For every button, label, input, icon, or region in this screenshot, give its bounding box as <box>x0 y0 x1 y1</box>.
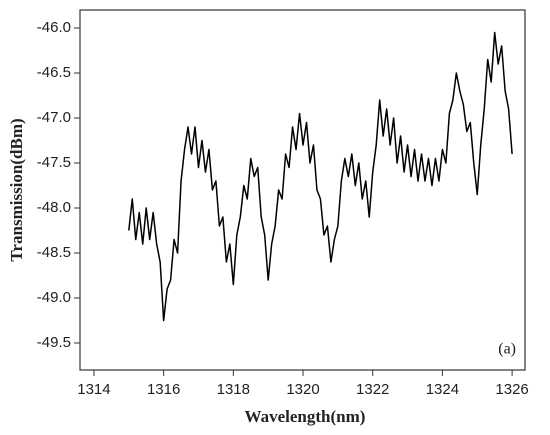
y-tick-label: -49.0 <box>37 289 71 306</box>
x-tick-label: 1324 <box>426 381 459 398</box>
x-tick-label: 1318 <box>217 381 250 398</box>
annotation: (a) <box>498 341 516 358</box>
x-tick-label: 1314 <box>77 381 110 398</box>
x-tick-label: 1326 <box>495 381 528 398</box>
y-axis-label: Transmission(dBm) <box>7 118 26 261</box>
data-line <box>128 31 513 322</box>
y-tick-label: -46.0 <box>37 19 71 36</box>
y-tick-label: -47.5 <box>37 154 71 171</box>
plot-frame <box>79 9 526 371</box>
x-tick-label: 1322 <box>356 381 389 398</box>
y-tick-label: -46.5 <box>37 64 71 81</box>
y-tick-label: -48.5 <box>37 244 71 261</box>
y-tick-label: -49.5 <box>37 334 71 351</box>
y-tick-label: -48.0 <box>37 199 71 216</box>
x-tick-label: 1320 <box>286 381 319 398</box>
x-axis-label: Wavelength(nm) <box>245 407 366 426</box>
x-tick-label: 1316 <box>147 381 180 398</box>
y-tick-label: -47.0 <box>37 109 71 126</box>
